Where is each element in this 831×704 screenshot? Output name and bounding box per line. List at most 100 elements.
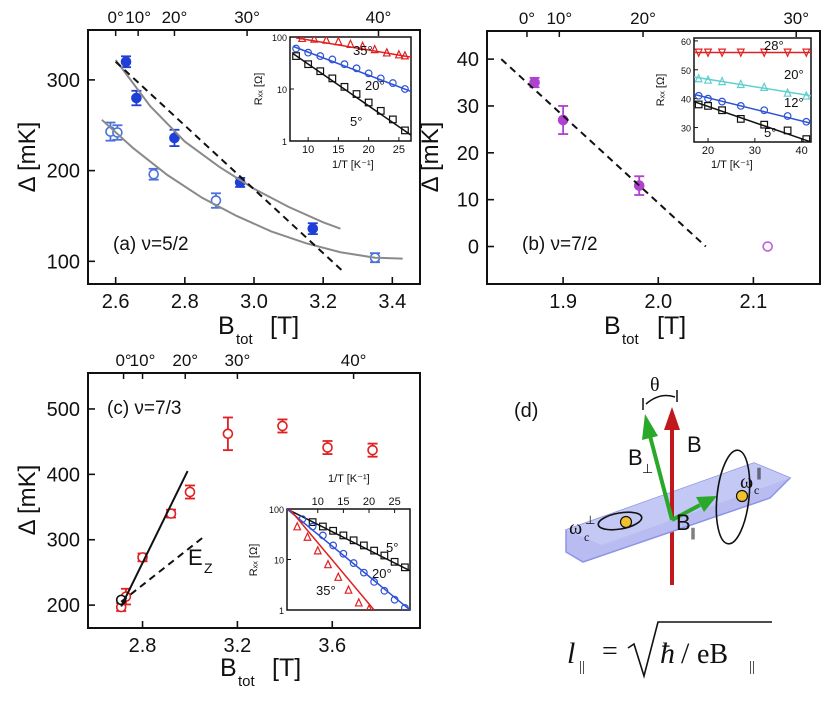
x-tick-label-c-2: 3.6	[318, 635, 346, 657]
top-tick-label-a-2: 20°	[162, 8, 188, 27]
panel-c-ticks: 2.8 3.2 3.6 200 300 400 500 0°10° 20° 30° 40°	[47, 351, 367, 657]
inset-point-c-0-2	[329, 526, 338, 535]
inset-point-a-2-0	[292, 52, 300, 60]
panel-c-inset-marks: 5° 20° 35°	[287, 509, 410, 610]
panel-a-chart: 2.6 2.8 3.0 3.2 3.4 100 200 300 0° 10° 20° 30° 40° (…	[14, 8, 421, 348]
inset-point-c-0-9	[400, 563, 409, 572]
panel-c-frame	[87, 372, 421, 629]
formula-slash: /	[681, 637, 690, 670]
inset-point-b-0-0	[694, 48, 703, 58]
inset-point-c-1-0	[298, 515, 307, 524]
inset-point-b-3-4	[760, 120, 769, 129]
inset-series-label-a-0: 35°	[353, 43, 373, 58]
inset-point-a-1-1	[304, 48, 313, 57]
inset-point-a-0-5	[358, 40, 367, 50]
orbit-par-ellipse	[715, 449, 751, 545]
panel-a-xlabel-sub: tot	[236, 331, 254, 348]
inset-point-a-0-3	[334, 37, 343, 46]
formula-hbar: ħ	[660, 637, 675, 670]
inset-series-label-b-2: 12°	[784, 95, 804, 110]
inset-point-c-0-4	[349, 536, 358, 545]
inset-y-tick-label-b-2: 50	[681, 66, 691, 76]
panel-c-xlabel-b: B	[220, 654, 237, 682]
inset-x-tick-label-b-0: 20	[702, 145, 714, 157]
inset-point-b-1-3	[736, 78, 746, 89]
inset-point-b-1-2	[717, 76, 727, 86]
panel-a-xlabel-b: B	[218, 312, 235, 340]
inset-point-c-1-10	[400, 604, 409, 610]
omega-perp-sub: c	[584, 530, 589, 544]
data-point-a-filled-1	[131, 92, 142, 104]
inset-x-tick-label-c-2: 20	[363, 496, 375, 508]
inset-point-a-2-1	[304, 60, 313, 69]
panel-c-xlabel-sub: tot	[238, 673, 256, 690]
inset-point-a-2-4	[340, 82, 349, 91]
inset-point-b-1-5	[783, 87, 792, 97]
inset-x-tick-label-a-1: 15	[332, 144, 344, 156]
inset-point-c-2-4	[334, 571, 343, 581]
x-tick-label-c-1: 3.2	[223, 635, 251, 657]
panel-b-xlabel-unit: [T]	[657, 312, 686, 340]
inset-fit-a-2	[292, 52, 411, 136]
panel-c-inset: 10 15 20 25 1 10 100 5° 20° 35° 1/T [K⁻¹] Rₓₓ [Ω…	[248, 473, 411, 616]
inset-series-label-b-3: 5°	[764, 125, 776, 140]
inset-point-b-3-0	[694, 100, 703, 109]
inset-point-a-2-8	[388, 115, 397, 124]
inset-fit-b-1	[694, 76, 811, 97]
series-line-a-dashed	[114, 61, 345, 273]
panel-b-xlabel-sub: tot	[622, 331, 640, 348]
inset-point-a-0-8	[394, 49, 404, 59]
inset-series-label-a-1: 20°	[365, 78, 385, 93]
y-tick-label-b-1: 10	[457, 190, 479, 212]
inset-point-c-1-4	[339, 549, 348, 558]
x-tick-label-b-0: 1.9	[549, 291, 577, 313]
inset-point-c-2-2	[313, 545, 322, 555]
top-tick-label-a-4: 40°	[366, 8, 392, 27]
theta-label: θ	[650, 374, 660, 396]
inset-point-b-1-1	[703, 74, 713, 84]
inset-fit-b-2	[694, 93, 811, 124]
data-point-b-filled-0	[529, 77, 540, 88]
inset-point-b-1-6	[802, 90, 811, 100]
top-tick-label-c-1: 10°	[130, 351, 156, 370]
top-tick-label-a-3: 30°	[234, 8, 260, 27]
inset-y-tick-label-b-1: 40	[681, 95, 691, 105]
inset-point-b-1-0	[694, 73, 703, 83]
series-line-c-dashed	[120, 535, 205, 603]
inset-point-b-0-2	[717, 48, 727, 58]
panel-b-inset: 20 30 40 30 40 50 60 28°20° 12° 5° 1/T [K⁻¹] Rₓₓ…	[655, 37, 812, 171]
panel-a-marks	[101, 55, 403, 273]
y-tick-label-c-2: 400	[47, 464, 80, 486]
magnetic-length-formula: l || = ħ / eB ||	[567, 621, 772, 679]
data-point-a-filled-2	[169, 132, 180, 144]
inset-point-a-2-3	[328, 74, 337, 83]
b-perp-line	[648, 435, 674, 521]
data-point-b-open-0	[762, 241, 773, 252]
inset-point-c-2-3	[323, 559, 333, 569]
inset-point-c-1-9	[390, 595, 399, 604]
inset-point-a-2-6	[364, 98, 373, 107]
panel-b-inset-ticks: 20 30 40 30 40 50 60	[681, 37, 808, 157]
inset-series-label-a-2: 5°	[350, 114, 362, 129]
panel-a-xlabel-unit: [T]	[270, 312, 299, 340]
inset-x-tick-label-b-2: 40	[796, 145, 808, 157]
inset-point-c-0-1	[318, 522, 327, 531]
y-tick-label-b-0: 0	[468, 237, 479, 259]
inset-point-c-2-5	[344, 584, 353, 594]
inset-point-a-0-1	[309, 37, 319, 43]
inset-y-tick-label-a-1: 10	[277, 85, 287, 95]
inset-y-tick-label-b-0: 30	[681, 124, 691, 134]
top-tick-label-a-0: 0°	[108, 8, 124, 27]
data-point-c-points-5	[222, 428, 234, 440]
inset-point-c-0-0	[308, 518, 317, 527]
panel-c-xlabel-unit: [T]	[272, 654, 301, 682]
omega-par-symbol: ∥	[756, 466, 762, 480]
formula-eq: =	[602, 636, 618, 667]
top-tick-label-b-0: 0°	[519, 9, 535, 28]
data-point-c-points-4	[184, 486, 196, 498]
inset-x-tick-label-b-1: 30	[749, 145, 761, 157]
formula-l-sub: ||	[579, 659, 585, 675]
inset-x-tick-label-c-1: 15	[337, 496, 349, 508]
